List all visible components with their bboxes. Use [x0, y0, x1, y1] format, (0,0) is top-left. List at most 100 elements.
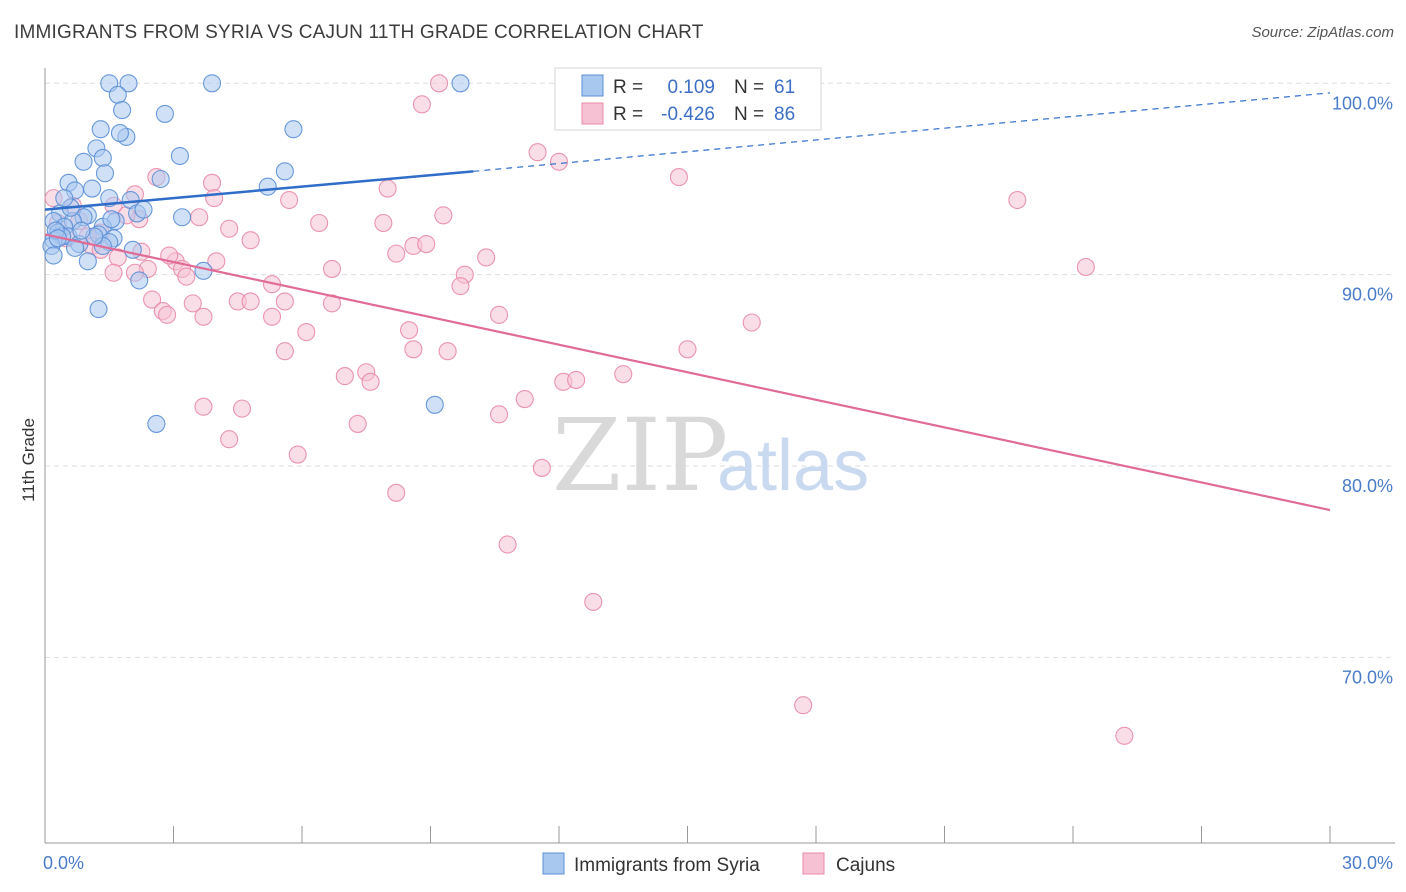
syria-point-57	[134, 200, 153, 219]
legend-swatch-cajun	[581, 102, 604, 125]
cajun-point-27	[417, 234, 436, 254]
syria-point-44	[65, 238, 85, 257]
syria-point-46	[44, 246, 63, 265]
syria-point-5	[113, 101, 132, 120]
cajun-point-20	[374, 213, 393, 233]
cajun-point-49	[183, 294, 202, 313]
syria-point-58	[72, 221, 91, 240]
chart-source: Source: ZipAtlas.com	[1251, 24, 1394, 41]
cajun-point-2	[528, 143, 547, 162]
syria-point-15	[275, 162, 294, 181]
cajun-point-67	[567, 370, 586, 389]
cajun-point-1	[412, 95, 431, 114]
cajun-point-64	[335, 367, 354, 386]
chart-title: IMMIGRANTS FROM SYRIA VS CAJUN 11TH GRAD…	[14, 22, 704, 43]
legend-n-label-syria: N =	[734, 77, 764, 98]
cajun-point-34	[207, 252, 226, 271]
cajun-point-15	[190, 208, 209, 227]
cajun-point-3	[549, 152, 569, 171]
cajun-point-69	[515, 389, 534, 409]
syria-point-52	[147, 414, 166, 433]
syria-point-49	[130, 271, 149, 290]
syria-point-45	[123, 240, 142, 259]
cajun-point-70	[194, 397, 213, 416]
cajun-trend-line	[44, 233, 1331, 512]
series-legend-label-cajun: Cajuns	[836, 855, 895, 876]
cajun-point-80	[794, 696, 813, 715]
legend-swatch-syria	[581, 74, 604, 97]
cajun-point-59	[275, 342, 294, 361]
cajun-point-37	[322, 259, 342, 278]
series-legend-swatch-cajun	[802, 852, 825, 875]
cajun-point-30	[387, 244, 406, 263]
cajun-point-57	[400, 321, 419, 340]
cajun-point-65	[361, 372, 380, 391]
syria-point-16	[95, 164, 115, 183]
syria-point-2	[203, 74, 222, 93]
syria-point-12	[170, 146, 189, 166]
syria-point-51	[425, 395, 444, 414]
syria-point-10	[284, 120, 303, 139]
syria-point-9	[110, 124, 130, 143]
series-legend-label-syria: Immigrants from Syria	[574, 855, 760, 876]
cajun-point-31	[477, 248, 496, 267]
cajun-point-62	[678, 340, 697, 359]
watermark-atlas: atlas	[717, 426, 869, 506]
cajun-point-5	[669, 168, 688, 187]
syria-point-50	[89, 300, 108, 319]
cajun-point-50	[322, 294, 342, 313]
syria-point-19	[258, 177, 277, 196]
cajun-point-44	[451, 277, 470, 296]
syria-point-47	[78, 252, 97, 271]
legend-r-label-syria: R =	[613, 77, 643, 98]
cajun-point-56	[742, 313, 761, 332]
cajun-point-78	[498, 535, 517, 554]
cajun-point-45	[143, 290, 162, 309]
cajun-point-55	[489, 305, 509, 324]
syria-point-56	[55, 189, 74, 208]
cajun-point-74	[220, 430, 239, 449]
y-tick-label-2: 80.0%	[1342, 476, 1393, 496]
cajun-point-68	[614, 365, 633, 384]
cajun-point-25	[241, 231, 260, 250]
x-tick-label-1: 30.0%	[1342, 853, 1393, 873]
syria-point-8	[91, 120, 110, 139]
series-legend-swatch-syria	[542, 852, 565, 875]
cajun-point-75	[288, 445, 307, 464]
syria-point-17	[151, 169, 170, 189]
cajun-point-48	[275, 292, 294, 311]
legend-r-value-cajun: -0.426	[661, 104, 715, 125]
syria-point-27	[173, 208, 192, 227]
cajun-point-47	[241, 292, 260, 311]
y-tick-label-1: 90.0%	[1342, 285, 1393, 305]
syria-point-13	[93, 148, 112, 167]
legend-n-value-cajun: 86	[774, 104, 795, 125]
cajun-point-11	[1008, 190, 1027, 210]
cajun-point-38	[1076, 257, 1095, 277]
cajun-point-72	[489, 405, 509, 424]
syria-point-14	[74, 152, 93, 171]
cajun-point-60	[404, 340, 423, 359]
y-tick-label-3: 70.0%	[1342, 667, 1393, 687]
syria-trend-line-extension	[473, 92, 1331, 172]
cajun-point-19	[310, 213, 329, 233]
y-tick-label-0: 100.0%	[1332, 93, 1393, 113]
cajun-point-77	[387, 483, 406, 502]
syria-point-6	[155, 104, 174, 123]
cajun-point-7	[378, 179, 397, 198]
syria-point-1	[119, 74, 138, 93]
cajun-point-81	[1115, 726, 1134, 745]
syria-point-3	[451, 74, 470, 93]
cajun-point-61	[438, 342, 457, 361]
watermark: ZIP atlas	[552, 397, 869, 514]
y-axis-title: 11th Grade	[19, 418, 38, 502]
cajun-point-9	[205, 189, 224, 208]
cajun-point-76	[532, 458, 551, 477]
grid-lines	[45, 82, 1395, 658]
legend-n-value-syria: 61	[774, 77, 795, 98]
syria-point-59	[102, 210, 121, 229]
cajun-point-79	[584, 592, 603, 611]
cajun-point-6	[203, 173, 222, 192]
cajun-point-73	[348, 414, 367, 433]
